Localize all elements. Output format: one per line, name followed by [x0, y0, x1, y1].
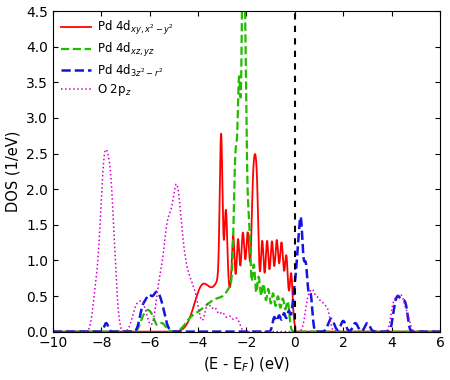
Pd 4d$_{3z^2-r^2}$ [198, 329, 203, 334]
Pd 4d$_{3z^2-r^2}$ [369, 327, 374, 331]
Line: Pd 4d$_{3z^2-r^2}$: Pd 4d$_{3z^2-r^2}$ [53, 217, 440, 332]
O 2p$_z$ [198, 317, 204, 321]
O 2p$_z$ [339, 329, 345, 334]
Line: O 2p$_z$: O 2p$_z$ [53, 149, 440, 332]
Pd 4d$_{xy,x^2-y^2}$ [437, 329, 443, 334]
Pd 4d$_{xz,yz}$ [121, 329, 126, 334]
Pd 4d$_{3z^2-r^2}$ [298, 214, 303, 219]
Pd 4d$_{xz,yz}$ [198, 307, 203, 312]
Pd 4d$_{3z^2-r^2}$ [121, 329, 126, 334]
Pd 4d$_{xz,yz}$ [50, 329, 56, 334]
O 2p$_z$ [103, 147, 108, 152]
Pd 4d$_{3z^2-r^2}$ [339, 320, 345, 325]
O 2p$_z$ [50, 329, 56, 334]
Line: Pd 4d$_{xz,yz}$: Pd 4d$_{xz,yz}$ [53, 0, 440, 332]
O 2p$_z$ [369, 329, 374, 334]
O 2p$_z$ [121, 329, 126, 333]
Pd 4d$_{3z^2-r^2}$ [50, 329, 56, 334]
Pd 4d$_{3z^2-r^2}$ [302, 259, 307, 263]
Pd 4d$_{xy,x^2-y^2}$ [121, 329, 126, 334]
Pd 4d$_{xy,x^2-y^2}$ [218, 131, 224, 136]
Pd 4d$_{xz,yz}$ [283, 307, 288, 312]
O 2p$_z$ [302, 313, 307, 318]
Pd 4d$_{xy,x^2-y^2}$ [302, 329, 307, 334]
Y-axis label: DOS (1/eV): DOS (1/eV) [5, 131, 21, 212]
Pd 4d$_{3z^2-r^2}$ [437, 329, 443, 334]
Pd 4d$_{3z^2-r^2}$ [283, 313, 288, 318]
Pd 4d$_{xz,yz}$ [339, 329, 345, 334]
X-axis label: (E - E$_F$) (eV): (E - E$_F$) (eV) [203, 356, 290, 374]
Pd 4d$_{xy,x^2-y^2}$ [50, 329, 56, 334]
Pd 4d$_{xz,yz}$ [369, 329, 374, 334]
Pd 4d$_{xy,x^2-y^2}$ [339, 329, 345, 334]
Pd 4d$_{xz,yz}$ [302, 329, 307, 334]
Pd 4d$_{xy,x^2-y^2}$ [283, 261, 288, 266]
Pd 4d$_{xy,x^2-y^2}$ [198, 284, 203, 288]
Pd 4d$_{xy,x^2-y^2}$ [369, 329, 374, 334]
Line: Pd 4d$_{xy,x^2-y^2}$: Pd 4d$_{xy,x^2-y^2}$ [53, 134, 440, 332]
Legend: Pd 4d$_{xy,x^2-y^2}$, Pd 4d$_{xz,yz}$, Pd 4d$_{3z^2-r^2}$, O 2p$_z$: Pd 4d$_{xy,x^2-y^2}$, Pd 4d$_{xz,yz}$, P… [59, 17, 176, 100]
Pd 4d$_{xz,yz}$ [437, 329, 443, 334]
O 2p$_z$ [437, 329, 443, 334]
O 2p$_z$ [283, 329, 288, 334]
